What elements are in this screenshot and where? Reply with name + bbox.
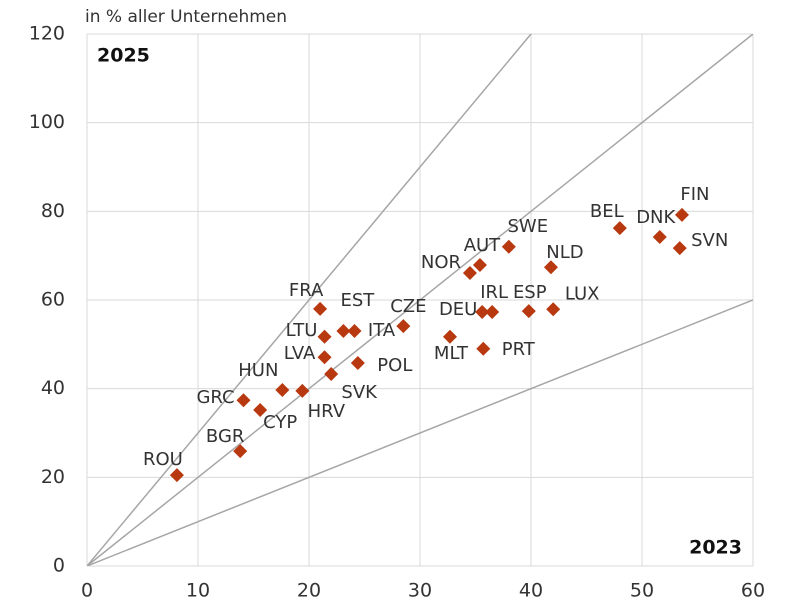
marker xyxy=(475,304,490,319)
x-corner-label: 2023 xyxy=(689,537,742,559)
y-tick-label: 80 xyxy=(41,200,65,222)
point-label: AUT xyxy=(464,235,501,256)
marker xyxy=(652,230,667,245)
subtitle: in % aller Unternehmen xyxy=(85,7,287,27)
marker xyxy=(485,304,500,319)
marker xyxy=(295,383,310,398)
y-tick-label: 120 xyxy=(29,23,65,45)
y-tick-label: 40 xyxy=(41,377,65,399)
marker xyxy=(612,221,627,236)
reference-line xyxy=(87,34,753,566)
point-label: BGR xyxy=(206,426,245,447)
marker xyxy=(350,355,365,370)
point-label: MLT xyxy=(434,343,469,364)
marker xyxy=(442,329,457,344)
marker xyxy=(169,468,184,483)
marker xyxy=(472,257,487,272)
marker xyxy=(347,324,362,339)
y-tick-label: 100 xyxy=(29,111,65,133)
point-label: LUX xyxy=(565,283,600,304)
point-label: ROU xyxy=(143,449,183,470)
x-tick-label: 0 xyxy=(81,580,93,602)
x-tick-label: 10 xyxy=(186,580,210,602)
marker xyxy=(476,341,491,356)
point-label: FIN xyxy=(680,184,709,205)
point-label: SVK xyxy=(341,382,378,403)
point-label: GRC xyxy=(196,387,234,408)
point-label: ESP xyxy=(513,282,547,303)
x-tick-label: 60 xyxy=(741,580,765,602)
point-label: NOR xyxy=(421,252,461,273)
y-tick-label: 20 xyxy=(41,466,65,488)
point-label: SVN xyxy=(691,230,728,251)
point-label: BEL xyxy=(590,201,624,222)
reference-line xyxy=(87,34,532,566)
point-label: LTU xyxy=(286,320,318,341)
point-label: PRT xyxy=(502,339,536,360)
marker xyxy=(336,324,351,339)
marker xyxy=(253,402,268,417)
marker xyxy=(462,265,477,280)
marker xyxy=(396,319,411,334)
x-tick-label: 50 xyxy=(630,580,654,602)
point-label: POL xyxy=(377,355,412,376)
point-label: DNK xyxy=(636,207,676,228)
reference-line xyxy=(87,299,753,566)
marker xyxy=(313,301,328,316)
marker xyxy=(324,367,339,382)
marker xyxy=(236,393,251,408)
point-label: ITA xyxy=(368,320,396,341)
marker xyxy=(674,207,689,222)
marker xyxy=(317,350,332,365)
point-label: IRL xyxy=(480,282,508,303)
y-tick-label: 60 xyxy=(41,289,65,311)
point-label: CZE xyxy=(390,296,426,317)
y-corner-label: 2025 xyxy=(97,45,150,67)
marker xyxy=(546,302,561,317)
x-tick-label: 20 xyxy=(297,580,321,602)
x-tick-label: 40 xyxy=(519,580,543,602)
point-label: EST xyxy=(341,290,376,311)
point-label: HUN xyxy=(238,360,278,381)
marker xyxy=(275,382,290,397)
marker xyxy=(521,304,536,319)
point-label: HRV xyxy=(308,401,346,422)
marker xyxy=(501,239,516,254)
point-label: CYP xyxy=(263,412,297,433)
point-label: DEU xyxy=(439,299,477,320)
point-label: LVA xyxy=(284,343,316,364)
marker xyxy=(543,260,558,275)
marker xyxy=(672,241,687,256)
marker xyxy=(317,329,332,344)
x-tick-label: 30 xyxy=(408,580,432,602)
point-label: SWE xyxy=(507,216,548,237)
point-label: FRA xyxy=(289,280,324,301)
y-tick-label: 0 xyxy=(53,555,65,577)
marker xyxy=(233,444,248,459)
point-label: NLD xyxy=(546,242,583,263)
